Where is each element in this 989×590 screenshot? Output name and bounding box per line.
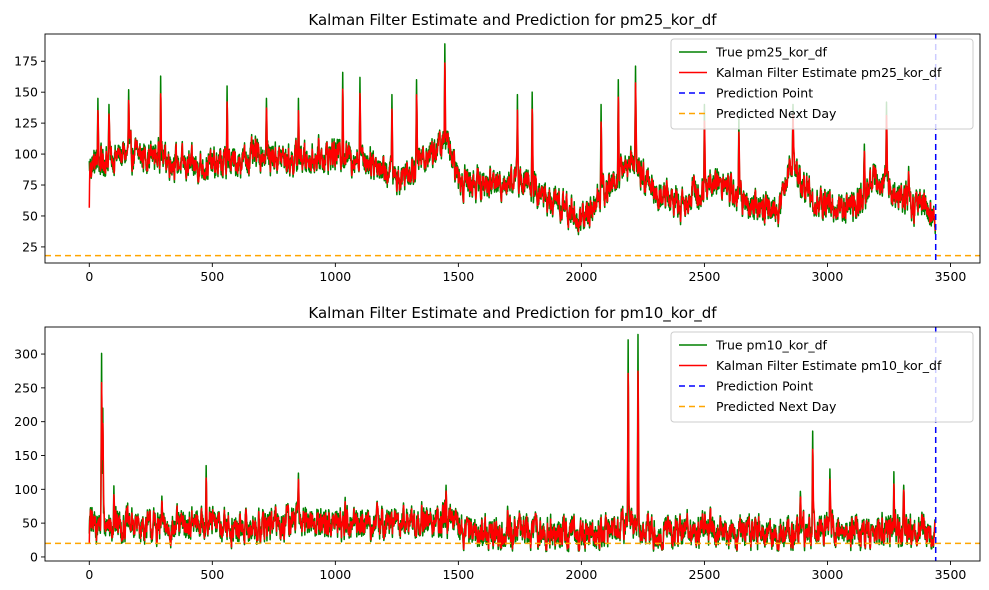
axes-frame xyxy=(44,326,981,562)
plot-area xyxy=(45,327,980,561)
x-tick-label: 0 xyxy=(85,567,93,582)
x-tick-label: 1500 xyxy=(442,269,474,284)
x-tick-label: 1500 xyxy=(442,567,474,582)
x-tick-label: 3500 xyxy=(935,269,967,284)
legend: True pm25_kor_df Kalman Filter Estimate p… xyxy=(670,38,974,130)
legend-label: Predicted Next Day xyxy=(716,399,837,414)
y-tick-label: 50 xyxy=(22,208,38,223)
x-tick-label: 2000 xyxy=(565,269,597,284)
x-tick-label: 500 xyxy=(200,269,224,284)
x-tick-label: 2500 xyxy=(689,269,721,284)
legend-box xyxy=(670,38,974,130)
x-tick-label: 500 xyxy=(200,567,224,582)
x-tick-label: 3000 xyxy=(812,269,844,284)
chart-panel-2: Kalman Filter Estimate and Prediction fo… xyxy=(14,304,981,582)
x-tick-label: 3500 xyxy=(935,567,967,582)
x-tick-label: 1000 xyxy=(319,269,351,284)
legend-box xyxy=(670,331,974,423)
legend-label: Predicted Next Day xyxy=(716,106,837,121)
y-tick-label: 200 xyxy=(14,414,38,429)
chart-title: Kalman Filter Estimate and Prediction fo… xyxy=(308,11,717,30)
x-tick-label: 3000 xyxy=(812,567,844,582)
chart-panel-1: Kalman Filter Estimate and Prediction fo… xyxy=(14,11,981,284)
y-tick-label: 250 xyxy=(14,380,38,395)
chart-title: Kalman Filter Estimate and Prediction fo… xyxy=(308,304,717,323)
y-tick-label: 100 xyxy=(14,482,38,497)
series-line-kalman-estimate xyxy=(88,370,937,552)
y-tick-label: 75 xyxy=(22,178,38,193)
x-tick-label: 1000 xyxy=(319,567,351,582)
y-tick-label: 125 xyxy=(14,116,38,131)
y-tick-label: 100 xyxy=(14,147,38,162)
legend-label: Prediction Point xyxy=(716,379,813,394)
x-tick-label: 2000 xyxy=(565,567,597,582)
y-tick-label: 0 xyxy=(30,549,38,564)
x-tick-label: 2500 xyxy=(689,567,721,582)
axes-frame xyxy=(44,33,981,264)
y-tick-label: 150 xyxy=(14,448,38,463)
series-line-kalman-estimate xyxy=(88,62,937,233)
legend-label: True pm10_kor_df xyxy=(715,338,828,353)
y-tick-label: 50 xyxy=(22,516,38,531)
series-line-true xyxy=(88,333,937,553)
x-tick-label: 0 xyxy=(85,269,93,284)
y-tick-label: 25 xyxy=(22,239,38,254)
y-tick-label: 175 xyxy=(14,54,38,69)
y-tick-label: 150 xyxy=(14,85,38,100)
plot-area xyxy=(45,34,980,263)
legend-label: True pm25_kor_df xyxy=(715,45,828,60)
legend-label: Kalman Filter Estimate pm25_kor_df xyxy=(716,65,942,80)
y-tick-label: 300 xyxy=(14,347,38,362)
legend-label: Prediction Point xyxy=(716,86,813,101)
legend: True pm10_kor_df Kalman Filter Estimate p… xyxy=(670,331,974,423)
legend-label: Kalman Filter Estimate pm10_kor_df xyxy=(716,358,942,373)
